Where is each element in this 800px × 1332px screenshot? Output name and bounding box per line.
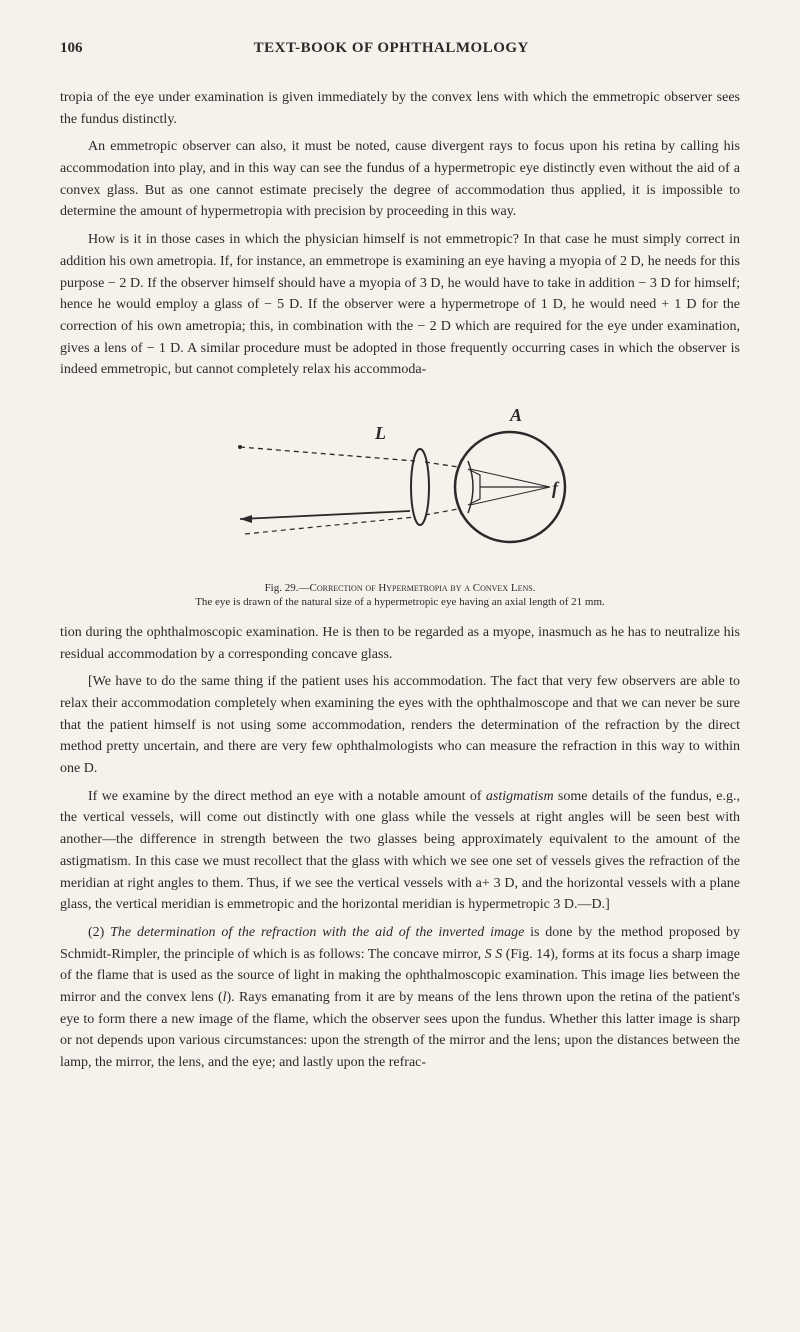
converge-line-2 [470, 487, 550, 505]
lower-dashed-ray [245, 517, 415, 534]
page-container: 106 TEXT-BOOK OF OPHTHALMOLOGY tropia of… [0, 0, 800, 1120]
figure-caption-prefix: Fig. 29.— [265, 582, 310, 594]
figure-subcaption: The eye is drawn of the natural size of … [60, 596, 740, 608]
p7-text-1: (2) [88, 925, 110, 940]
converge-line-1 [470, 469, 550, 487]
figure-29: A L f [60, 399, 740, 574]
p6-text-2: some details of the fundus, e.g., the ve… [60, 789, 740, 912]
lens-diagram-svg: A L f [210, 399, 590, 569]
book-title: TEXT-BOOK OF OPHTHALMOLOGY [83, 40, 701, 57]
page-number: 106 [60, 40, 83, 57]
p7-italic-1: The determination of the refraction with… [110, 925, 524, 940]
label-f: f [552, 478, 560, 498]
upper-dashed-ray-2 [425, 462, 458, 467]
page-header: 106 TEXT-BOOK OF OPHTHALMOLOGY [60, 40, 740, 57]
label-A: A [509, 405, 522, 425]
figure-caption: Fig. 29.—Correction of Hypermetropia by … [60, 582, 740, 594]
pupil-shape [468, 469, 480, 505]
p6-text-1: If we examine by the direct method an ey… [88, 789, 486, 804]
paragraph-7: (2) The determination of the refraction … [60, 922, 740, 1074]
lower-solid-ray [240, 511, 410, 519]
label-L: L [374, 423, 386, 443]
upper-dashed-ray [240, 447, 415, 461]
paragraph-4: tion during the ophthalmoscopic examinat… [60, 622, 740, 665]
paragraph-3: How is it in those cases in which the ph… [60, 229, 740, 381]
p7-italic-2: S S [485, 947, 503, 962]
paragraph-5: [We have to do the same thing if the pat… [60, 671, 740, 779]
ray-start-dot-upper [238, 445, 242, 449]
lower-dashed-ray-2 [425, 509, 458, 515]
paragraph-1: tropia of the eye under examination is g… [60, 87, 740, 130]
arrow-head-icon [240, 515, 252, 523]
paragraph-2: An emmetropic observer can also, it must… [60, 136, 740, 223]
figure-caption-main: Correction of Hypermetropia by a Convex … [310, 582, 536, 594]
p6-italic-1: astigmatism [486, 789, 554, 804]
paragraph-6: If we examine by the direct method an ey… [60, 786, 740, 916]
